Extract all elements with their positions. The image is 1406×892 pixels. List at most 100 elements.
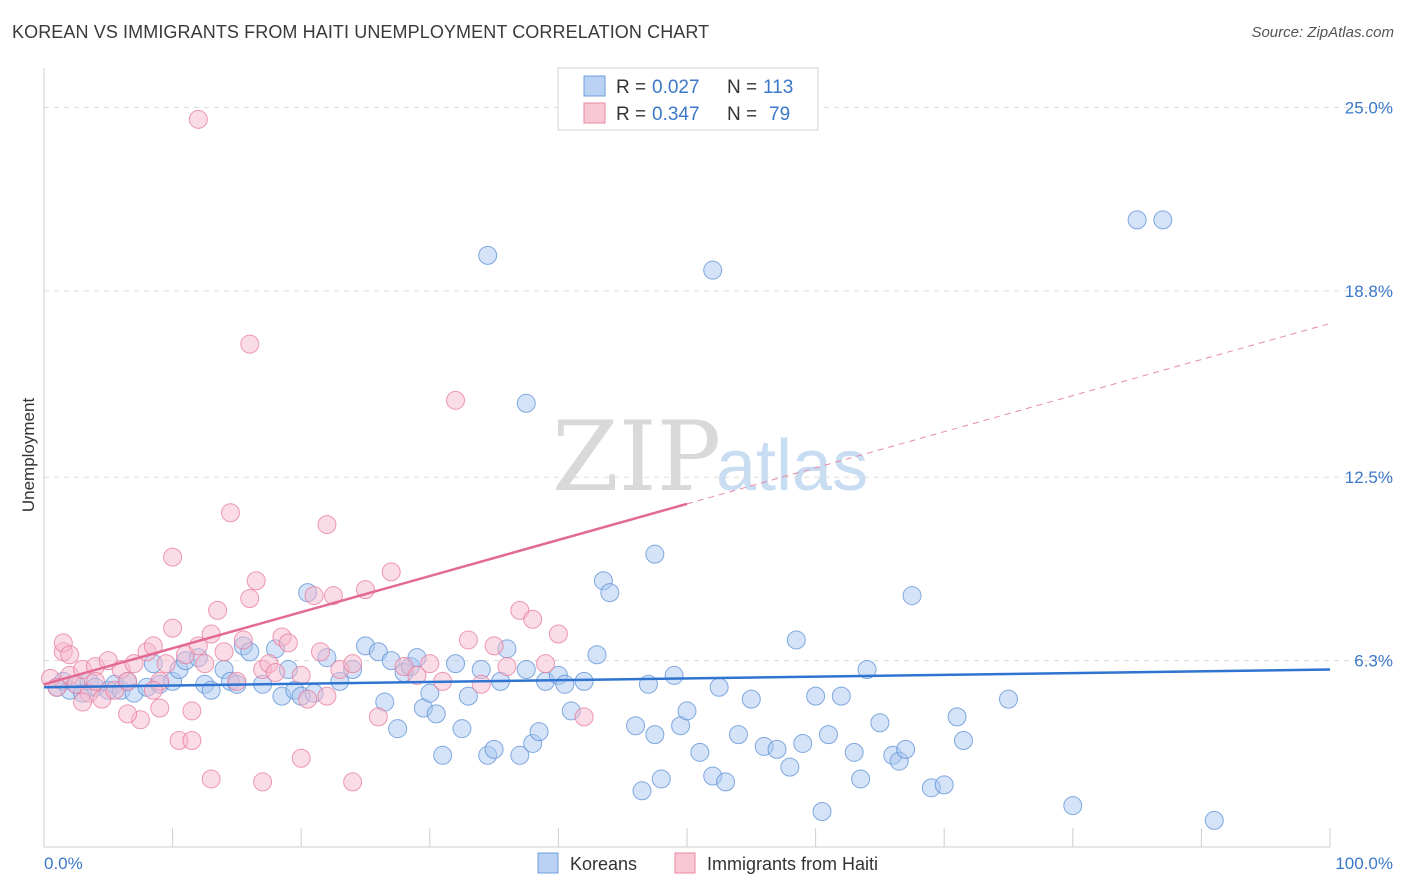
x-tick-label: 0.0% — [44, 854, 83, 873]
legend-koreans-swatch — [583, 75, 606, 97]
legend-n-label: N = — [727, 104, 757, 125]
korean-point — [934, 775, 954, 795]
korean-point — [664, 665, 684, 685]
legend-r-value: 0.347 — [652, 104, 700, 125]
korean-point — [780, 757, 800, 777]
y-tick-label: 25.0% — [1345, 98, 1393, 117]
korean-point — [529, 722, 549, 742]
haiti-point — [240, 334, 260, 354]
bottom-legend-haiti: Immigrants from Haiti — [707, 854, 878, 874]
haiti-point — [143, 680, 163, 700]
korean-trend-line — [43, 668, 1331, 689]
korean-point — [452, 719, 472, 739]
korean-point — [812, 802, 832, 822]
korean-point — [645, 544, 665, 564]
korean-point — [555, 674, 575, 694]
data-points — [40, 109, 1224, 830]
haiti-point — [497, 657, 517, 677]
korean-point — [677, 701, 697, 721]
korean-point — [651, 769, 671, 789]
haiti-point — [253, 772, 273, 792]
haiti-point — [182, 701, 202, 721]
korean-point — [587, 645, 607, 665]
haiti-point — [446, 390, 466, 410]
trend-lines — [43, 322, 1331, 689]
korean-point — [433, 745, 453, 765]
korean-point — [793, 733, 813, 753]
haiti-point — [458, 630, 478, 650]
haiti-point — [523, 609, 543, 629]
korean-point — [786, 630, 806, 650]
korean-point — [703, 260, 723, 280]
haiti-point — [163, 547, 183, 567]
haiti-point — [574, 707, 594, 727]
haiti-point — [317, 686, 337, 706]
haiti-point — [343, 654, 363, 674]
y-tick-labels: 6.3% 12.5% 18.8% 25.0% — [1345, 98, 1393, 670]
haiti-point — [343, 772, 363, 792]
korean-point — [600, 583, 620, 603]
legend-n-label: N = — [727, 77, 757, 98]
korean-point — [716, 772, 736, 792]
legend-r-label: R = — [616, 104, 646, 125]
korean-point — [446, 654, 466, 674]
watermark-zip: ZIP — [552, 401, 721, 513]
korean-point — [1127, 210, 1147, 230]
legend-r-value: 0.027 — [652, 77, 700, 98]
korean-point — [690, 742, 710, 762]
haiti-point — [246, 571, 266, 591]
korean-point — [999, 689, 1018, 709]
haiti-point — [156, 654, 176, 674]
haiti-point — [291, 748, 311, 768]
korean-point — [626, 716, 646, 736]
haiti-point — [163, 618, 183, 638]
haiti-point — [291, 665, 311, 685]
korean-point — [645, 725, 665, 745]
grid-lines — [44, 106, 1392, 662]
korean-point — [831, 686, 851, 706]
korean-point — [426, 704, 446, 724]
haiti-point — [201, 769, 221, 789]
korean-point — [953, 731, 973, 751]
haiti-point — [548, 624, 568, 644]
legend-n-value: 79 — [769, 104, 790, 125]
korean-point — [709, 677, 729, 697]
y-tick-label: 18.8% — [1345, 282, 1393, 301]
korean-point — [728, 725, 748, 745]
haiti-point — [304, 586, 324, 606]
legend-r-label: R = — [616, 77, 646, 98]
bottom-legend: Koreans Immigrants from Haiti — [537, 852, 878, 874]
source-label: Source: ZipAtlas.com — [1251, 24, 1394, 41]
korean-point — [510, 745, 530, 765]
haiti-point — [73, 692, 93, 712]
axes — [43, 68, 1331, 848]
korean-point — [516, 660, 536, 680]
y-tick-label: 12.5% — [1345, 468, 1393, 487]
korean-point — [851, 769, 871, 789]
korean-point — [806, 686, 826, 706]
korean-point — [516, 393, 536, 413]
korean-point — [902, 586, 922, 606]
haiti-point — [150, 698, 170, 718]
y-axis-label: Unemployment — [19, 398, 38, 513]
haiti-point — [220, 503, 240, 523]
korean-point — [478, 245, 498, 265]
korean-point — [458, 686, 478, 706]
haiti-point — [60, 645, 80, 665]
x-tick-label: 100.0% — [1335, 854, 1393, 873]
haiti-point — [298, 689, 318, 709]
haiti-point — [368, 707, 388, 727]
chart-title: KOREAN VS IMMIGRANTS FROM HAITI UNEMPLOY… — [12, 22, 710, 42]
legend-haiti-swatch — [583, 102, 606, 124]
bottom-legend-haiti-swatch — [674, 852, 696, 874]
x-tick-labels: 0.0% 100.0% — [44, 854, 1393, 873]
korean-point — [741, 689, 761, 709]
haiti-point — [227, 671, 247, 691]
watermark: ZIP atlas — [552, 401, 868, 513]
haiti-point — [208, 600, 228, 620]
korean-point — [484, 739, 504, 759]
haiti-point — [278, 633, 298, 653]
legend-n-value: 113 — [763, 77, 793, 98]
haiti-point — [195, 654, 215, 674]
